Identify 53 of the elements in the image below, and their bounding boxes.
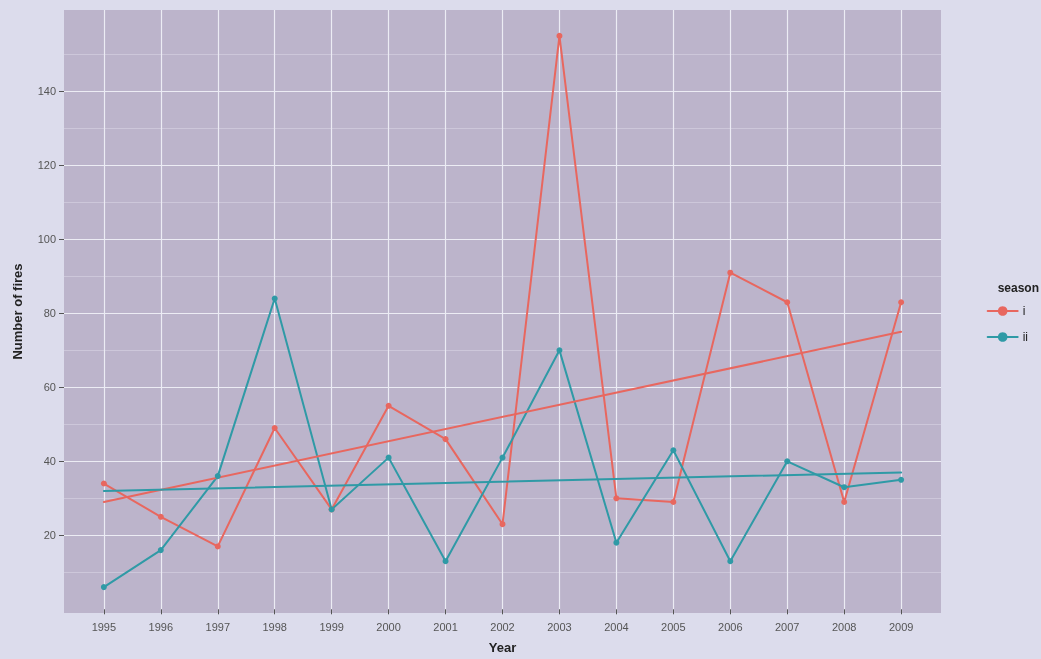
y-tick-label: 140 bbox=[37, 85, 56, 98]
x-tick-label: 1995 bbox=[91, 620, 117, 633]
point bbox=[100, 480, 107, 487]
y-tick-label: 80 bbox=[43, 307, 56, 320]
point bbox=[499, 521, 506, 528]
x-tick-label: 2005 bbox=[661, 620, 686, 633]
legend-label: ii bbox=[1022, 330, 1029, 344]
point bbox=[613, 495, 620, 502]
x-tick-label: 2009 bbox=[888, 620, 914, 633]
point bbox=[442, 558, 449, 565]
x-tick-label: 2003 bbox=[547, 620, 572, 633]
x-tick-label: 1999 bbox=[319, 620, 344, 633]
point bbox=[271, 425, 278, 432]
y-tick-label: 40 bbox=[43, 455, 56, 468]
x-tick-label: 1996 bbox=[148, 620, 174, 633]
point bbox=[385, 402, 392, 409]
x-tick-label: 2001 bbox=[433, 620, 458, 633]
point bbox=[670, 499, 677, 506]
point bbox=[727, 558, 734, 565]
point bbox=[556, 32, 563, 39]
point bbox=[613, 539, 620, 546]
point bbox=[214, 473, 221, 480]
point bbox=[442, 436, 449, 443]
y-axis-title: Number of fires bbox=[10, 263, 25, 360]
y-tick-label: 100 bbox=[37, 233, 56, 246]
point bbox=[100, 584, 107, 591]
point bbox=[214, 543, 221, 550]
point bbox=[670, 447, 677, 454]
point bbox=[841, 499, 848, 506]
legend-title: season bbox=[997, 281, 1039, 295]
point bbox=[385, 454, 392, 461]
point bbox=[157, 513, 164, 520]
y-tick-label: 20 bbox=[43, 529, 56, 542]
point bbox=[157, 547, 164, 554]
y-tick-label: 60 bbox=[43, 381, 56, 394]
x-tick-label: 2002 bbox=[490, 620, 515, 633]
point bbox=[841, 484, 848, 491]
x-tick-label: 2008 bbox=[831, 620, 857, 633]
point bbox=[556, 347, 563, 354]
x-tick-label: 1998 bbox=[262, 620, 287, 633]
x-tick-label: 2000 bbox=[376, 620, 401, 633]
point bbox=[898, 476, 905, 483]
point bbox=[784, 299, 791, 306]
x-tick-label: 2006 bbox=[718, 620, 743, 633]
x-tick-label: 2004 bbox=[604, 620, 629, 633]
legend-label: i bbox=[1022, 304, 1026, 318]
x-axis-title: Year bbox=[488, 640, 517, 655]
y-tick-label: 120 bbox=[37, 159, 56, 172]
point bbox=[898, 299, 905, 306]
point bbox=[727, 269, 734, 276]
point bbox=[784, 458, 791, 465]
x-tick-label: 1997 bbox=[205, 620, 230, 633]
x-tick-label: 2007 bbox=[775, 620, 800, 633]
